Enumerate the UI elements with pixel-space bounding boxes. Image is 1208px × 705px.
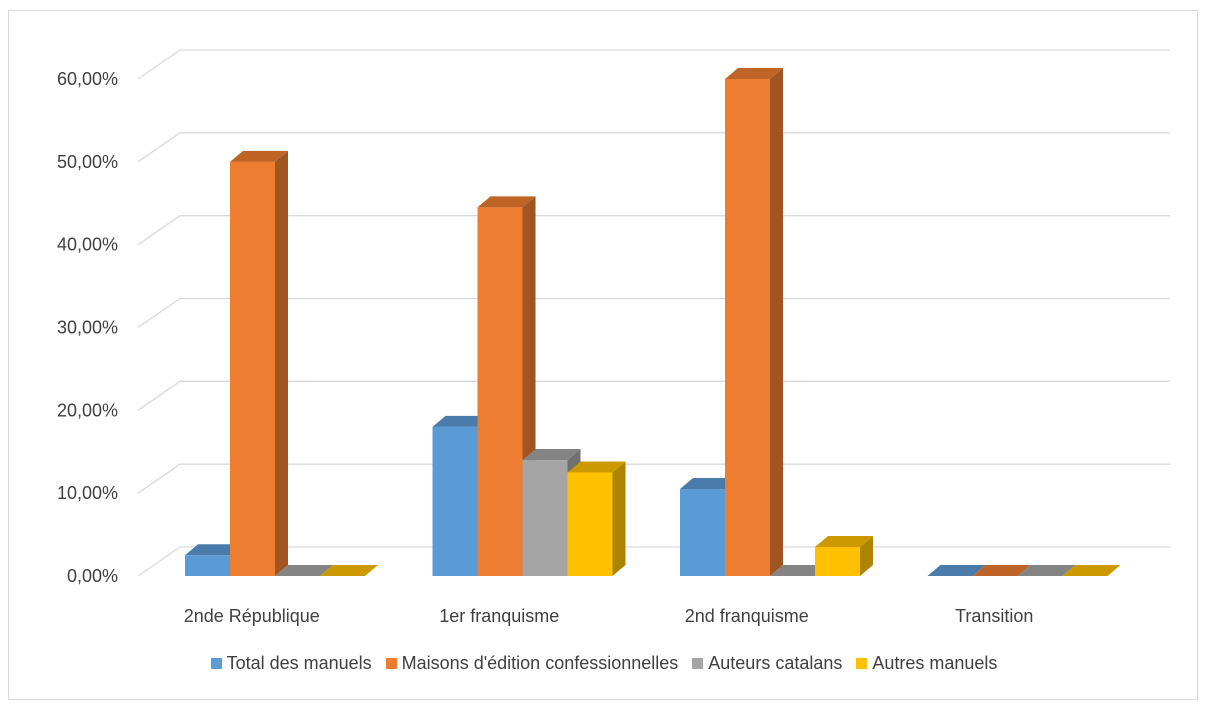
bar: [230, 150, 288, 577]
gridline: [137, 380, 1170, 411]
bar: [972, 565, 1031, 576]
y-tick-label: 10,00%: [57, 483, 118, 503]
gridline: [137, 463, 1170, 494]
chart-frame: [8, 10, 1198, 700]
gridline: [137, 49, 1170, 80]
bar: [770, 565, 828, 576]
gridline: [137, 297, 1170, 329]
y-tick-label: 20,00%: [57, 400, 118, 420]
bar: [477, 196, 536, 576]
legend-swatch: [210, 657, 222, 669]
gridline: [137, 132, 1170, 163]
legend-item: Autres manuels: [856, 653, 997, 674]
category-labels: 2nde République 1er franquisme 2nd franqui…: [184, 606, 1034, 626]
y-tick-label: 40,00%: [57, 235, 118, 255]
bar: [815, 536, 873, 576]
gridline: [137, 215, 1170, 246]
bar: [1062, 565, 1121, 576]
category-label: Transition: [955, 606, 1033, 626]
bar: [1017, 565, 1076, 576]
legend-item: Maisons d'édition confessionnelles: [385, 652, 679, 674]
legend-swatch: [385, 657, 397, 669]
category-label: 2nd franquisme: [685, 606, 809, 626]
legend-swatch: [856, 657, 868, 669]
legend-swatch: [692, 657, 704, 669]
legend-item: Total des manuels: [210, 652, 372, 674]
y-tick-label: 0,00%: [67, 566, 118, 586]
bar: [185, 544, 243, 576]
bar: [927, 565, 986, 576]
legend: Total des manuels Maisons d'édition confe…: [0, 648, 1208, 678]
bar: [567, 461, 626, 576]
legend-label: Auteurs catalans: [708, 652, 843, 673]
bar: [320, 565, 378, 576]
category-label: 1er franquisme: [439, 606, 559, 626]
bar: [275, 565, 333, 576]
legend-label: Total des manuels: [226, 652, 372, 673]
legend-label: Maisons d'édition confessionnelles: [401, 652, 679, 673]
y-axis-ticks: 0,00% 10,00% 20,00% 30,00% 40,00% 50,00% 60,00…: [57, 69, 118, 586]
legend-item: Auteurs catalans: [692, 653, 842, 674]
y-tick-label: 50,00%: [57, 152, 118, 172]
category-label: 2nde République: [184, 606, 320, 626]
gridlines: [137, 49, 1170, 577]
bar: [725, 68, 783, 576]
y-tick-label: 60,00%: [57, 69, 118, 89]
legend-label: Autres manuels: [872, 652, 998, 673]
y-tick-label: 30,00%: [57, 318, 118, 338]
bars: [185, 68, 1121, 577]
